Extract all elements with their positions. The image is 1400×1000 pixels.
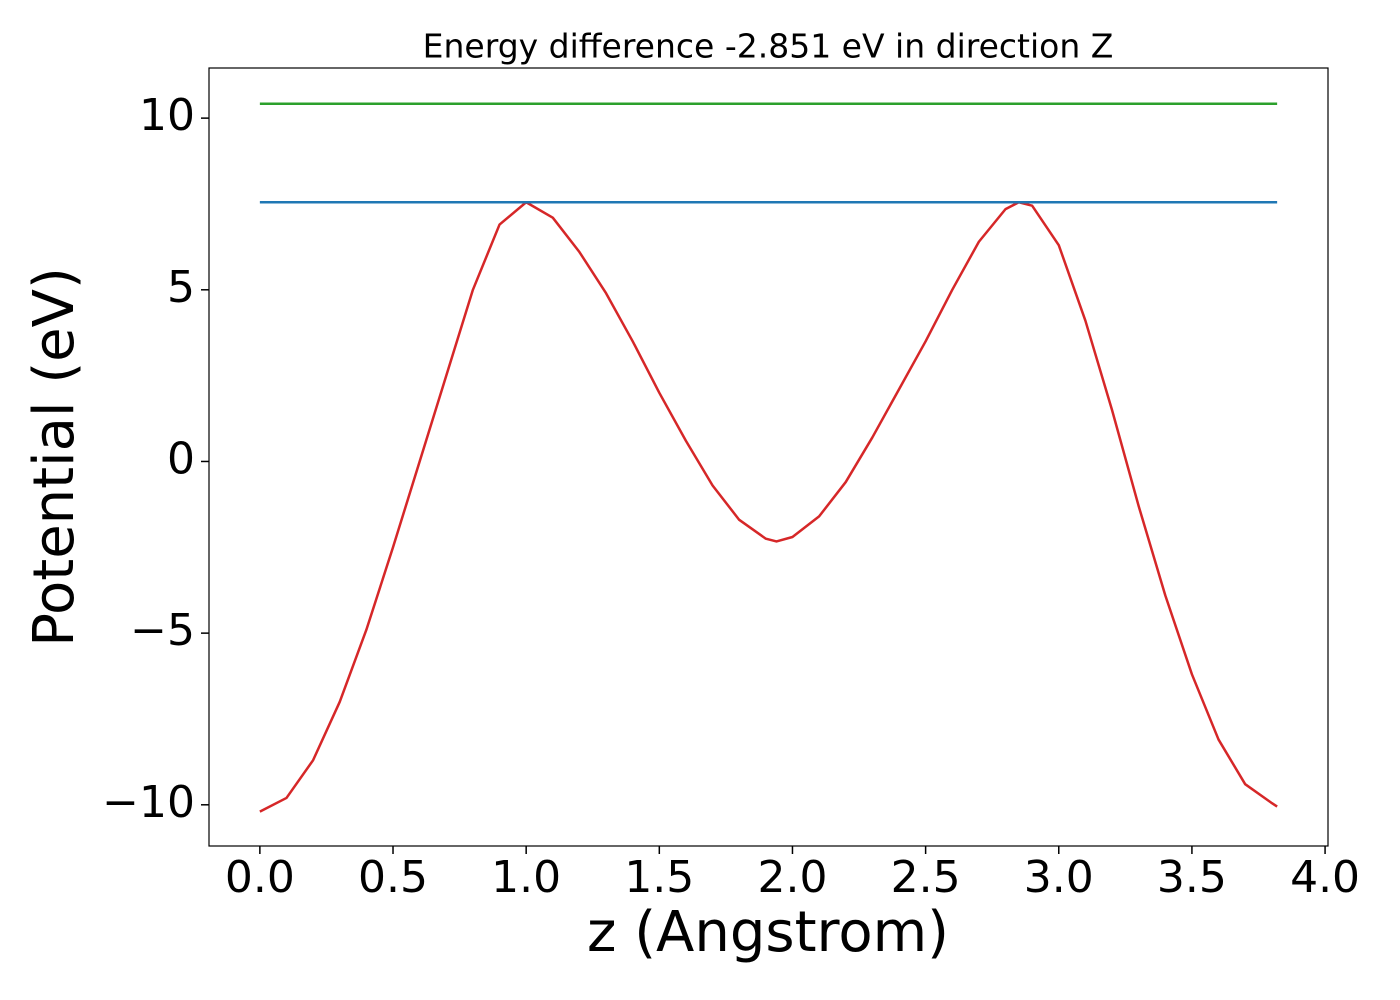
x-tick-label: 3.0 [1024,852,1094,903]
x-tick-label: 3.5 [1157,852,1227,903]
y-tick-label: −10 [102,777,195,828]
y-tick-label: 0 [167,433,195,484]
y-axis-label: Potential (eV) [22,267,87,647]
x-tick-label: 2.5 [891,852,961,903]
x-tick-label: 1.0 [491,852,561,903]
x-tick-label: 0.5 [358,852,428,903]
x-tick-label: 0.0 [225,852,295,903]
y-tick-label: 10 [139,90,195,141]
y-tick-label: −5 [130,605,195,656]
chart-title: Energy difference -2.851 eV in direction… [423,27,1114,66]
x-tick-label: 2.0 [757,852,827,903]
y-tick-label: 5 [167,262,195,313]
x-tick-label: 4.0 [1290,852,1360,903]
line-series [259,200,1278,813]
plot-frame [208,67,1329,847]
x-axis-label: z (Angstrom) [587,900,949,965]
x-tick-label: 1.5 [624,852,694,903]
